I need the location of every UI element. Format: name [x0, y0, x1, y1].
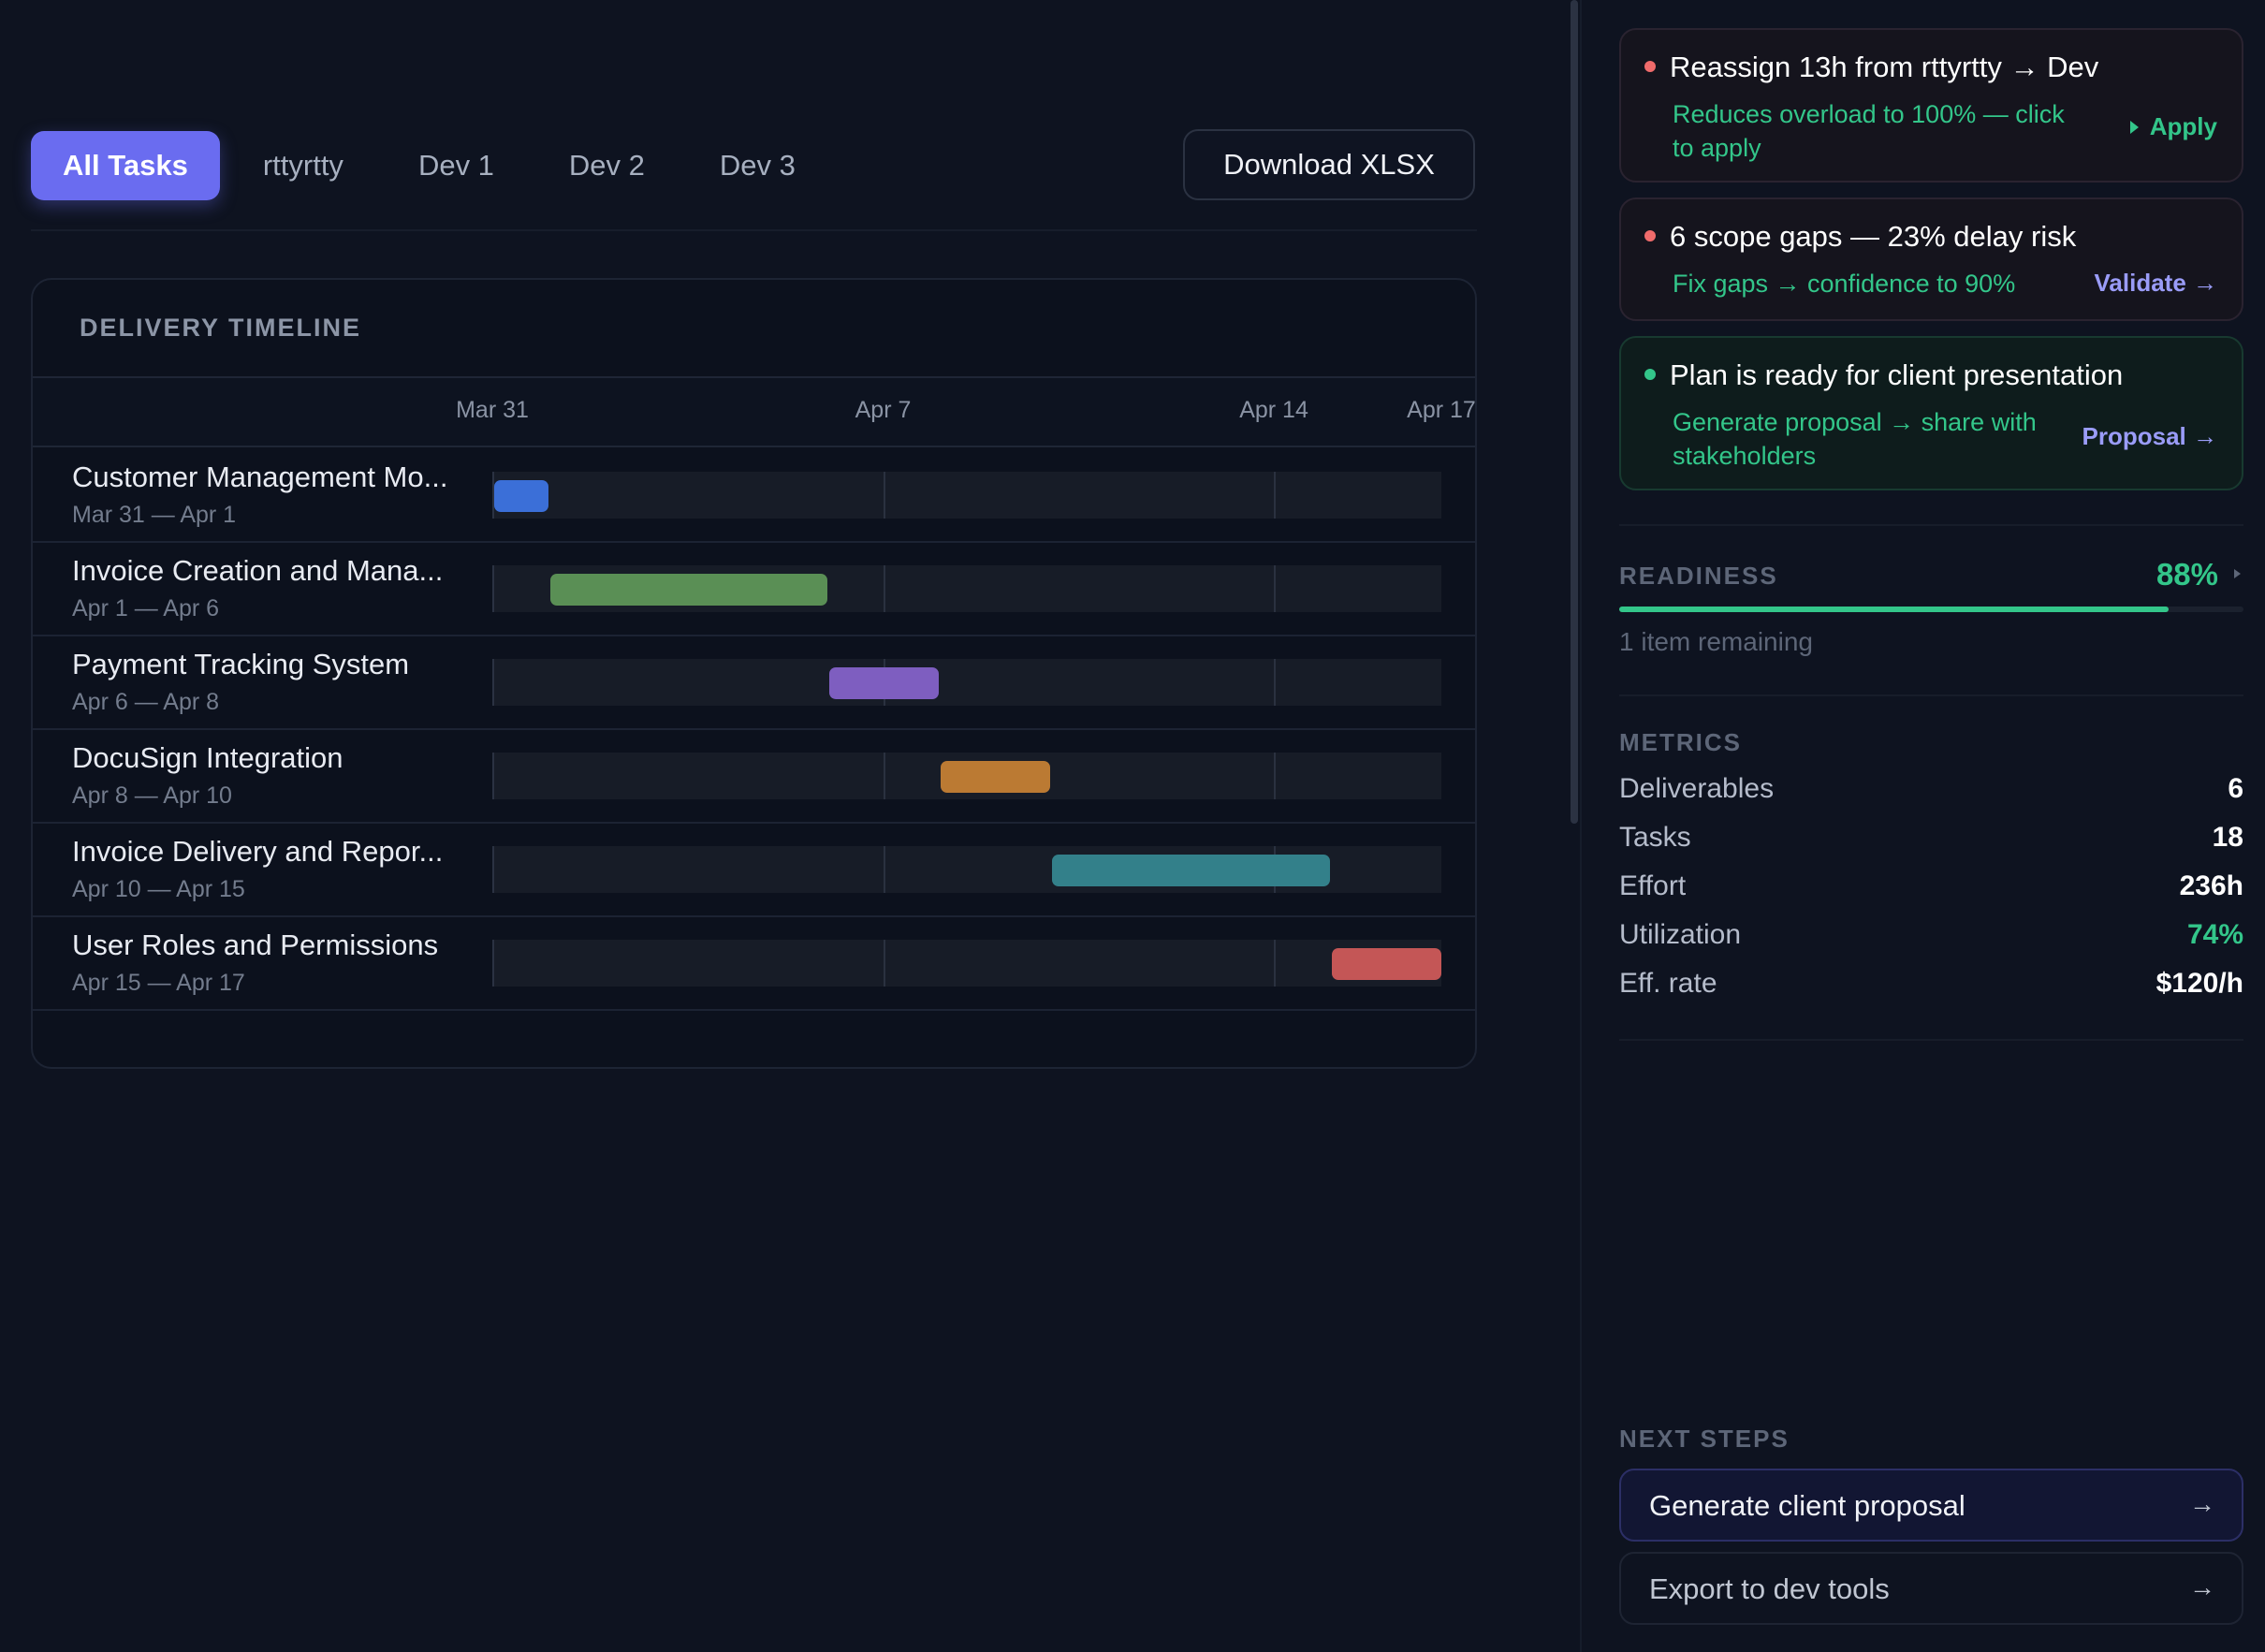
week-gridline — [1274, 940, 1277, 987]
timeline-title: DELIVERY TIMELINE — [80, 314, 362, 342]
deliverable-name: Payment Tracking System — [72, 648, 410, 680]
deliverable-name: Customer Management Mo... — [72, 461, 448, 493]
week-gridline — [883, 846, 885, 893]
week-gridline — [883, 472, 885, 519]
timeline-row[interactable]: Payment Tracking System Apr 6 — Apr 8 — [33, 636, 1475, 730]
deliverable-bar[interactable] — [828, 667, 940, 699]
section-divider — [1619, 694, 2243, 696]
section-divider — [1619, 524, 2243, 526]
timeline-row[interactable]: Invoice Creation and Mana... Apr 1 — Apr … — [33, 543, 1475, 636]
deliverable-dates: Apr 10 — Apr 15 — [72, 876, 245, 902]
readiness-progress-bar — [1619, 607, 2243, 612]
metric-effort: Effort 236h — [1619, 870, 2243, 901]
assignee-tabs: All Tasks rttyrtty Dev 1 Dev 2 Dev 3 — [31, 131, 839, 200]
timeline-row[interactable]: Invoice Delivery and Repor... Apr 10 — Ap… — [33, 824, 1475, 917]
timeline-track — [492, 565, 1441, 612]
timeline-track — [492, 753, 1441, 799]
alert-title: 6 scope gaps — 23% delay risk — [1670, 220, 2077, 253]
deliverable-name: User Roles and Permissions — [72, 928, 439, 961]
insights-sidebar: Reassign 13h from rttyrtty → Dev Reduces… — [1582, 0, 2265, 1652]
tab-dev-2[interactable]: Dev 2 — [568, 149, 645, 182]
readiness-remaining: 1 item remaining — [1619, 627, 1813, 656]
deliverable-name: Invoice Creation and Mana... — [72, 554, 444, 587]
tabs-divider — [31, 229, 1477, 231]
main-scrollbar-thumb[interactable] — [1571, 0, 1578, 824]
validate-button[interactable]: Validate → — [2094, 269, 2218, 297]
deliverable-name: Invoice Delivery and Repor... — [72, 835, 444, 868]
week-gridline — [883, 753, 885, 799]
week-gridline — [883, 940, 885, 987]
readiness-label: READINESS — [1619, 562, 1778, 590]
timeline-track — [492, 659, 1441, 706]
tab-dev-3[interactable]: Dev 3 — [719, 149, 796, 182]
alert-subtext: Fix gaps → confidence to 90% — [1673, 270, 2016, 298]
date-label: Apr 7 — [855, 397, 912, 423]
section-divider — [1619, 1039, 2243, 1041]
delivery-timeline-card: DELIVERY TIMELINE Mar 31 Apr 7 Apr 14 Apr 1… — [31, 278, 1477, 1069]
deliverable-dates: Apr 1 — Apr 6 — [72, 595, 220, 621]
timeline-row[interactable]: DocuSign Integration Apr 8 — Apr 10 — [33, 730, 1475, 824]
deliverable-dates: Apr 15 — Apr 17 — [72, 970, 245, 996]
deliverable-bar[interactable] — [1052, 855, 1330, 886]
deliverable-dates: Apr 8 — Apr 10 — [72, 782, 232, 809]
metric-eff-rate: Eff. rate $120/h — [1619, 968, 2243, 999]
week-gridline — [1274, 472, 1277, 519]
deliverable-dates: Mar 31 — Apr 1 — [72, 502, 237, 528]
download-xlsx-button[interactable]: Download XLSX — [1183, 129, 1475, 200]
generate-client-proposal-button[interactable]: Generate client proposal → — [1619, 1469, 2243, 1542]
timeline-track — [492, 846, 1441, 893]
metric-deliverables: Deliverables 6 — [1619, 773, 2243, 804]
deliverable-dates: Apr 6 — Apr 8 — [72, 689, 220, 715]
timeline-row[interactable]: Customer Management Mo... Mar 31 — Apr 1 — [33, 449, 1475, 543]
alert-reassign: Reassign 13h from rttyrtty → Dev Reduces… — [1619, 28, 2243, 183]
date-label: Apr 14 — [1239, 397, 1308, 423]
deliverable-bar[interactable] — [494, 480, 548, 512]
alert-scope-gaps: 6 scope gaps — 23% delay risk Fix gaps →… — [1619, 197, 2243, 321]
week-gridline — [1274, 565, 1277, 612]
week-gridline — [1274, 659, 1277, 706]
tab-all-tasks[interactable]: All Tasks — [31, 131, 220, 200]
export-to-dev-tools-button[interactable]: Export to dev tools → — [1619, 1552, 2243, 1625]
week-gridline — [1274, 753, 1277, 799]
play-icon — [2129, 120, 2139, 134]
date-label: Mar 31 — [456, 397, 529, 423]
next-steps-label: NEXT STEPS — [1619, 1425, 1790, 1453]
date-label: Apr 17 — [1407, 397, 1476, 423]
alert-dot-icon — [1644, 369, 1656, 380]
readiness-value: 88% — [2155, 557, 2218, 592]
timeline-track — [492, 472, 1441, 519]
alert-dot-icon — [1644, 61, 1656, 72]
tab-dev-1[interactable]: Dev 1 — [417, 149, 494, 182]
alert-subtext: Generate proposal → share with stakehold… — [1673, 408, 2037, 470]
alert-title: Reassign 13h from rttyrtty → Dev — [1670, 51, 2099, 83]
proposal-button[interactable]: Proposal → — [2082, 422, 2217, 450]
alert-dot-icon — [1644, 230, 1656, 241]
deliverable-name: DocuSign Integration — [72, 741, 343, 774]
arrow-right-icon: → — [2189, 1572, 2215, 1601]
deliverable-bar[interactable] — [941, 761, 1051, 793]
apply-button[interactable]: Apply — [2129, 112, 2217, 141]
alert-title: Plan is ready for client presentation — [1670, 358, 2124, 391]
metrics-label: METRICS — [1619, 728, 1742, 756]
timeline-track — [492, 940, 1441, 987]
caret-right-icon[interactable] — [2234, 569, 2241, 578]
week-gridline — [883, 565, 885, 612]
metric-tasks: Tasks 18 — [1619, 822, 2243, 853]
deliverable-bar[interactable] — [549, 574, 827, 606]
alert-subtext: Reduces overload to 100% — click to appl… — [1673, 100, 2065, 162]
main-pane: All Tasks rttyrtty Dev 1 Dev 2 Dev 3 Dow… — [31, 0, 1578, 1069]
alert-plan-ready: Plan is ready for client presentation Ge… — [1619, 336, 2243, 490]
timeline-date-header: Mar 31 Apr 7 Apr 14 Apr 17 — [33, 376, 1475, 447]
metric-utilization: Utilization 74% — [1619, 919, 2243, 950]
arrow-right-icon: → — [2189, 1489, 2215, 1518]
deliverable-bar[interactable] — [1331, 948, 1441, 980]
timeline-row[interactable]: User Roles and Permissions Apr 15 — Apr 1… — [33, 917, 1475, 1011]
readiness-progress-fill — [1619, 607, 2169, 612]
tab-rttyrtty[interactable]: rttyrtty — [262, 149, 343, 182]
pane-divider — [1580, 0, 1582, 1652]
